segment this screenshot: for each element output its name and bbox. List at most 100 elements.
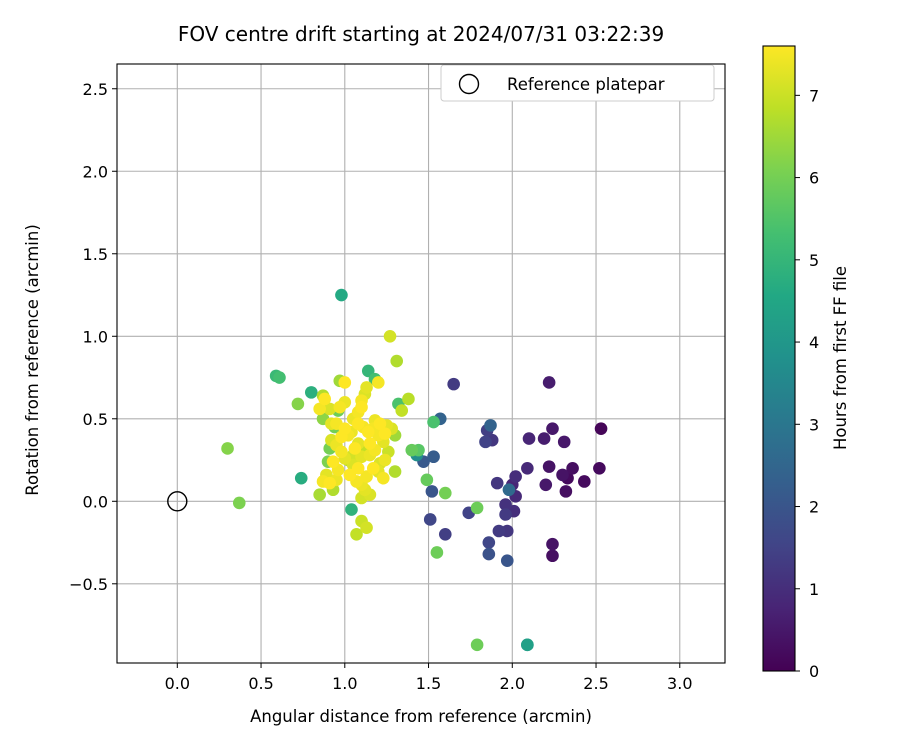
data-point — [351, 417, 365, 431]
x-tick-label: 3.0 — [667, 674, 692, 693]
ticks: 0.0 0.5 1.0 1.5 2.0 2.5 3.0 −0.5 0.0 0.5 1.0 1.5 2.0… — [69, 80, 692, 693]
x-tick-label: 0.0 — [165, 674, 190, 693]
data-point — [502, 483, 516, 497]
data-point — [546, 422, 559, 435]
data-point — [546, 537, 559, 551]
data-point — [492, 524, 506, 538]
data-point — [273, 371, 286, 384]
colorbar: 0 1 2 3 4 5 6 7 Hours from first FF file — [762, 45, 850, 681]
data-point — [470, 638, 484, 652]
colorbar-ticks: 0 1 2 3 4 5 6 7 — [795, 86, 819, 681]
data-point — [423, 513, 437, 526]
x-tick-label: 1.5 — [416, 674, 441, 693]
legend: Reference platepar — [440, 64, 715, 102]
data-point — [291, 397, 305, 411]
data-point — [593, 461, 606, 475]
data-point — [333, 400, 347, 414]
data-point — [470, 501, 484, 515]
data-point — [335, 445, 348, 459]
data-point — [378, 427, 392, 440]
plot-frame — [116, 63, 726, 664]
colorbar-tick-label: 1 — [809, 580, 819, 599]
colorbar-tick-label: 2 — [809, 498, 819, 517]
data-point — [373, 417, 387, 431]
x-tick-label: 2.5 — [583, 674, 608, 693]
colorbar-title: Hours from first FF file — [831, 266, 850, 450]
data-point — [360, 381, 373, 394]
data-point — [438, 486, 452, 500]
data-point — [402, 392, 415, 406]
y-tick-label: 2.0 — [83, 162, 108, 181]
data-point — [594, 422, 608, 435]
data-point — [438, 527, 452, 541]
legend-box — [440, 64, 715, 102]
y-tick-label: 2.5 — [83, 80, 108, 99]
legend-marker-reference — [458, 73, 480, 95]
data-point — [313, 402, 326, 416]
data-point — [499, 498, 512, 511]
data-point — [390, 354, 404, 368]
y-axis-title: Rotation from reference (arcmin) — [23, 224, 42, 496]
data-point — [447, 377, 460, 391]
data-point — [482, 536, 496, 549]
data-point — [425, 485, 439, 498]
data-point — [405, 443, 419, 457]
data-point — [522, 432, 536, 445]
colorbar-tick-label: 5 — [809, 251, 819, 270]
data-point — [383, 329, 397, 343]
data-point — [366, 461, 380, 475]
data-point — [323, 402, 337, 416]
data-point — [556, 468, 569, 482]
data-point — [377, 471, 390, 485]
data-point — [490, 476, 504, 490]
colorbar-tick-label: 0 — [809, 662, 819, 681]
x-tick-label: 0.5 — [248, 674, 273, 693]
data-point — [338, 376, 352, 389]
data-point — [378, 453, 392, 467]
y-tick-label: 1.5 — [83, 245, 108, 264]
y-tick-label: 0.0 — [83, 492, 108, 511]
y-tick-label: 1.0 — [83, 327, 108, 346]
data-point — [578, 475, 591, 488]
data-point — [355, 400, 368, 414]
data-point — [509, 470, 522, 483]
data-point — [294, 471, 308, 485]
y-tick-label: 0.5 — [83, 410, 108, 429]
data-point — [335, 288, 348, 302]
x-axis-title: Angular distance from reference (arcmin) — [250, 707, 592, 726]
data-point — [484, 419, 497, 432]
grid — [117, 64, 725, 663]
data-point — [539, 478, 553, 492]
colorbar-gradient — [762, 45, 796, 672]
data-point — [363, 437, 377, 450]
data-point — [232, 496, 246, 510]
data-point — [521, 638, 534, 652]
x-tick-label: 2.0 — [500, 674, 525, 693]
data-points — [167, 288, 608, 652]
chart-title: FOV centre drift starting at 2024/07/31 … — [178, 22, 664, 46]
x-tick-label: 1.0 — [332, 674, 357, 693]
legend-label-reference: Reference platepar — [507, 75, 665, 94]
data-point — [351, 461, 365, 475]
colorbar-tick-label: 6 — [809, 169, 819, 188]
data-point — [537, 432, 551, 445]
data-point — [566, 461, 579, 475]
data-point — [559, 485, 573, 498]
colorbar-tick-label: 4 — [809, 333, 819, 352]
data-point — [338, 422, 352, 435]
data-point — [521, 461, 534, 475]
data-point — [361, 425, 375, 439]
data-point — [499, 508, 512, 521]
data-point — [318, 392, 331, 406]
data-point — [350, 527, 363, 541]
data-point — [313, 488, 326, 501]
data-point — [395, 404, 409, 417]
data-point — [326, 455, 340, 468]
data-point — [430, 546, 444, 559]
data-point — [500, 554, 514, 567]
data-point — [371, 376, 385, 389]
reference-platepar-marker — [167, 491, 188, 512]
data-point — [420, 473, 434, 487]
data-point — [542, 460, 556, 473]
